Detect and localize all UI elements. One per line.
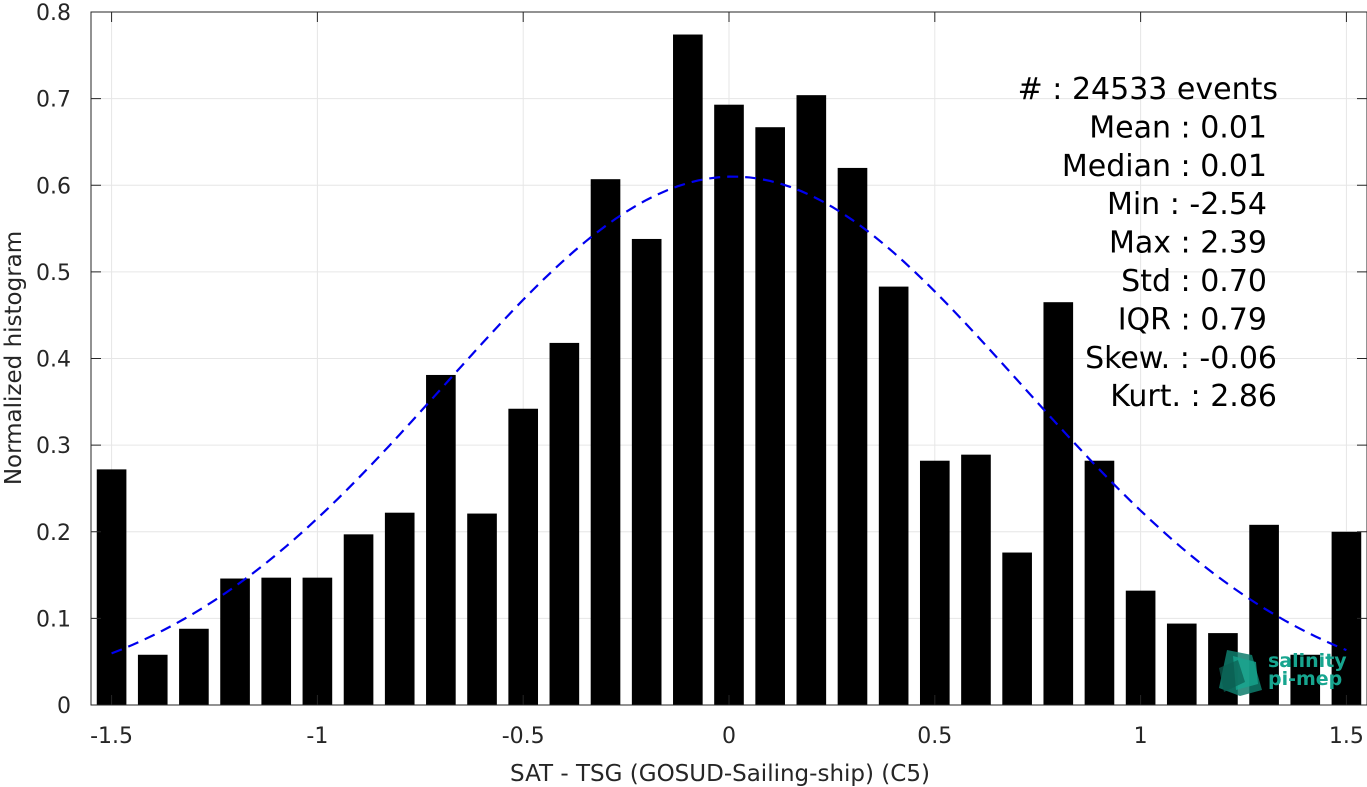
histogram-bar [1290, 654, 1321, 705]
histogram-bar [1331, 531, 1362, 705]
histogram-bar [1002, 552, 1032, 705]
histogram-bar [590, 179, 621, 705]
stat-line: IQR : 0.79 [1118, 302, 1267, 337]
histogram-bar [179, 628, 209, 705]
histogram-bar [1043, 302, 1074, 705]
histogram-bar [714, 104, 744, 706]
histogram-bar [549, 342, 580, 705]
stat-line: Skew. : -0.06 [1085, 341, 1277, 376]
bar-series [96, 34, 1362, 706]
x-tick-label: 1 [1134, 724, 1148, 749]
x-axis-ticks: -1.5 -1 -0.5 0 0.5 1 1.5 [90, 12, 1364, 749]
stat-line: Kurt. : 2.86 [1110, 379, 1277, 414]
y-tick-label: 0.8 [36, 1, 71, 26]
histogram-bar [508, 408, 539, 705]
gaussian-fit-curve [111, 175, 1347, 655]
salinity-pimep-logo: salinity pi-mep [1219, 650, 1347, 696]
histogram-bar [343, 534, 374, 705]
histogram-bar [1125, 590, 1156, 705]
x-tick-label: 0.5 [917, 724, 952, 749]
histogram-bar [755, 127, 785, 706]
stat-line: # : 24533 events [1018, 72, 1278, 107]
histogram-bar [1166, 623, 1197, 705]
histogram-bar [384, 512, 415, 705]
x-tick-label: 0 [722, 724, 736, 749]
histogram-bar [961, 454, 991, 705]
cube-icon [1219, 650, 1262, 696]
histogram-bar [673, 34, 703, 705]
histogram-bar [837, 167, 868, 706]
stat-line: Median : 0.01 [1062, 149, 1267, 184]
histogram-bar [96, 469, 127, 705]
y-tick-label: 0.4 [36, 348, 71, 373]
stat-line: Mean : 0.01 [1089, 110, 1267, 145]
histogram-bar [220, 578, 250, 705]
histogram-bar [796, 95, 827, 705]
y-axis-ticks: 0 0.1 0.2 0.3 0.4 0.5 0.6 0.7 0.8 [36, 1, 1367, 719]
histogram-bar [631, 238, 662, 705]
x-tick-label: 1.5 [1329, 724, 1364, 749]
y-tick-label: 0.5 [36, 261, 71, 286]
y-tick-label: 0.2 [36, 521, 71, 546]
histogram-bar [261, 577, 292, 705]
y-tick-label: 0 [57, 694, 71, 719]
histogram-bar [467, 513, 497, 705]
stat-line: Min : -2.54 [1107, 187, 1267, 222]
histogram-bar [1084, 460, 1115, 705]
x-tick-label: -1 [306, 724, 328, 749]
y-tick-label: 0.6 [36, 174, 71, 199]
stat-line: Std : 0.70 [1121, 264, 1267, 299]
x-tick-label: -0.5 [502, 724, 545, 749]
y-tick-label: 0.1 [36, 607, 71, 632]
y-tick-label: 0.3 [36, 434, 71, 459]
stat-line: Max : 2.39 [1109, 226, 1267, 261]
y-axis-label: Normalized histogram [1, 231, 27, 485]
logo-text-line2: pi-mep [1268, 668, 1342, 690]
histogram-bar [302, 577, 333, 705]
histogram-bar [878, 286, 909, 705]
y-tick-label: 0.7 [36, 88, 71, 113]
logo-text-line1: salinity [1268, 650, 1347, 672]
histogram-bar [919, 460, 950, 705]
x-axis-label: SAT - TSG (GOSUD-Sailing-ship) (C5) [510, 761, 930, 787]
x-tick-label: -1.5 [90, 724, 133, 749]
histogram-bar [426, 374, 456, 705]
histogram-bar [137, 654, 168, 705]
